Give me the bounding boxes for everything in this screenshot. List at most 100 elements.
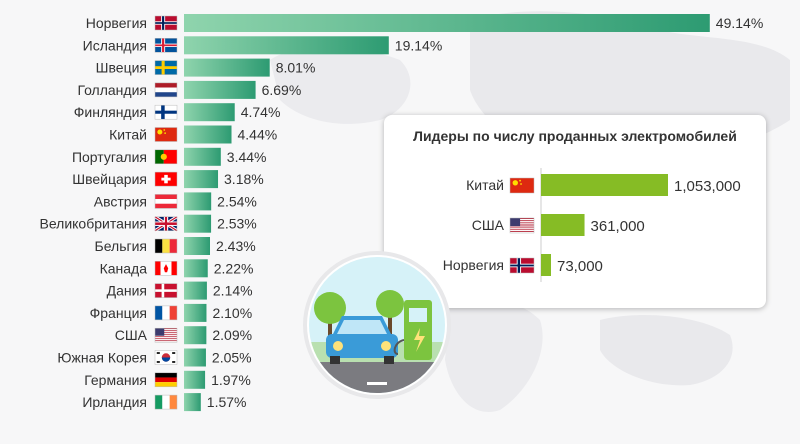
value-label: 2.09% (212, 327, 252, 343)
netherlands-flag-icon (154, 82, 178, 98)
france-flag-icon (154, 305, 178, 321)
bar-row: Великобритания 2.53% (39, 214, 257, 233)
canada-flag-icon (154, 261, 178, 276)
country-label: Канада (100, 260, 148, 276)
country-label: Швейцария (72, 171, 147, 187)
switzerland-flag-icon (154, 171, 178, 187)
leaders-chart: Китай 1,053,000 США 361,000 Норвегия 73,000 (443, 168, 741, 282)
leaders-inset-panel: Лидеры по числу проданных электромобилей… (384, 115, 766, 308)
bar-row: Ирландия 1.57% (82, 393, 247, 412)
value-label: 6.69% (262, 82, 302, 98)
tree-left-icon (314, 292, 346, 348)
usa-flag-icon (154, 327, 178, 343)
country-label: США (115, 327, 148, 343)
china-flag-icon (154, 127, 178, 142)
inset-country-label: Китай (466, 177, 504, 193)
country-label: Швеция (96, 60, 147, 76)
inset-country-label: США (472, 217, 505, 233)
value-label: 4.44% (238, 127, 278, 143)
belgium-flag-icon (154, 238, 178, 254)
inset-title: Лидеры по числу проданных электромобилей (413, 128, 737, 144)
inset-bar-row: США 361,000 (472, 214, 645, 236)
value-label: 2.10% (212, 305, 252, 321)
bar (184, 303, 207, 322)
country-label: Китай (109, 127, 147, 143)
inset-value-label: 1,053,000 (674, 178, 741, 195)
bar-row: Германия 1.97% (84, 370, 251, 389)
value-label: 49.14% (716, 15, 763, 31)
bar-row: Канада 2.22% (100, 259, 254, 278)
ev-charging-illustration (303, 251, 451, 399)
value-label: 2.53% (217, 216, 257, 232)
inset-bar-row: Китай 1,053,000 (466, 174, 741, 196)
china-flag-icon (509, 177, 535, 194)
value-label: 8.01% (276, 60, 316, 76)
germany-flag-icon (154, 372, 178, 388)
denmark-flag-icon (154, 283, 178, 298)
country-label: Франция (90, 305, 147, 321)
bar-row: Дания 2.14% (107, 281, 253, 300)
bar-row: Южная Корея 2.05% (57, 348, 252, 367)
country-label: Финляндия (74, 104, 147, 120)
bar (184, 393, 201, 412)
inset-country-label: Норвегия (443, 257, 504, 273)
finland-flag-icon (154, 104, 178, 120)
sweden-flag-icon (154, 60, 178, 75)
bar-row: США 2.09% (115, 326, 252, 345)
bar (184, 147, 221, 166)
bar (184, 281, 207, 300)
country-label: Австрия (94, 193, 147, 209)
bar (184, 259, 208, 278)
inset-bar (541, 214, 585, 236)
value-label: 4.74% (241, 104, 281, 120)
bar (184, 214, 212, 233)
country-label: Бельгия (95, 238, 147, 254)
country-label: Норвегия (86, 15, 147, 31)
bar-row: Китай 4.44% (109, 125, 278, 144)
portugal-flag-icon (154, 149, 178, 165)
bar (184, 170, 219, 189)
bar-row: Франция 2.10% (90, 303, 252, 322)
bar (184, 370, 206, 389)
austria-flag-icon (154, 194, 178, 209)
country-label: Германия (84, 372, 147, 388)
value-label: 2.22% (214, 260, 254, 276)
bar (184, 14, 710, 32)
car-icon (326, 316, 398, 364)
bar (184, 125, 232, 144)
value-label: 2.14% (213, 283, 253, 299)
iceland-flag-icon (154, 38, 178, 53)
bar-row: Швейцария 3.18% (72, 170, 264, 189)
norway-flag-icon (154, 15, 178, 31)
bar (184, 326, 207, 345)
value-label: 3.18% (224, 171, 264, 187)
country-label: Южная Корея (57, 350, 147, 366)
norway-flag-icon (509, 257, 535, 274)
country-label: Голландия (77, 82, 147, 98)
bar-row: Норвегия 49.14% (86, 14, 763, 32)
bar-row: Голландия 6.69% (77, 80, 302, 99)
inset-value-label: 361,000 (591, 218, 645, 235)
value-label: 2.05% (212, 350, 252, 366)
tree-right-icon (376, 290, 404, 346)
value-label: 2.43% (216, 238, 256, 254)
country-label: Ирландия (82, 394, 147, 410)
inset-value-label: 73,000 (557, 258, 603, 275)
bar (184, 80, 256, 99)
bar (184, 36, 389, 55)
uk-flag-icon (154, 215, 178, 232)
ireland-flag-icon (154, 394, 178, 410)
country-label: Дания (107, 283, 147, 299)
bar-row: Португалия 3.44% (72, 147, 267, 166)
inset-bar (541, 254, 551, 276)
bar (184, 58, 270, 77)
bar-row: Австрия 2.54% (94, 192, 257, 211)
bar-row: Исландия 19.14% (83, 36, 442, 55)
bar-row: Швеция 8.01% (96, 58, 316, 77)
usa-flag-icon (509, 217, 535, 234)
bar (184, 103, 235, 122)
value-label: 2.54% (217, 193, 257, 209)
inset-bar (541, 174, 668, 196)
value-label: 1.97% (211, 372, 251, 388)
